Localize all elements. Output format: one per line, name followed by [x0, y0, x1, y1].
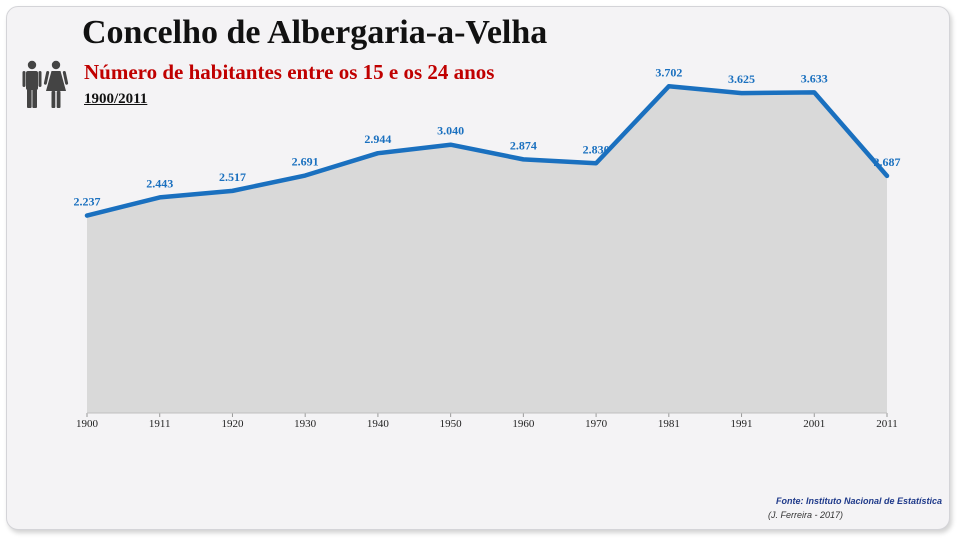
- x-tick-label: 1970: [585, 418, 608, 430]
- x-tick-label: 1960: [512, 418, 535, 430]
- chart-title: Concelho de Albergaria-a-Velha: [82, 14, 548, 51]
- x-tick-label: 1920: [221, 418, 244, 430]
- x-tick-label: 2011: [876, 418, 898, 430]
- x-tick-label: 1930: [294, 418, 317, 430]
- chart-subtitle: Número de habitantes entre os 15 e os 24…: [84, 60, 495, 84]
- data-label: 2.237: [74, 195, 101, 209]
- data-label: 3.702: [655, 65, 682, 79]
- x-tick-label: 2001: [803, 418, 825, 430]
- data-label: 3.633: [801, 71, 828, 85]
- x-tick-label: 1991: [731, 418, 753, 430]
- period-label: 1900/2011: [84, 91, 148, 107]
- data-label: 2.443: [146, 176, 173, 190]
- source-note: Fonte: Instituto Nacional de Estatística: [775, 496, 942, 506]
- area-fill: [87, 86, 887, 414]
- x-tick-label: 1981: [658, 418, 680, 430]
- data-label: 2.830: [583, 142, 610, 156]
- x-tick-label: 1900: [76, 418, 99, 430]
- man-woman-icon: [22, 60, 69, 108]
- data-label: 2.687: [874, 155, 901, 169]
- data-label: 3.625: [728, 72, 755, 86]
- data-label: 2.944: [364, 132, 391, 146]
- data-label: 2.517: [219, 170, 246, 184]
- data-label: 2.691: [292, 155, 319, 169]
- series-line: [84, 84, 890, 218]
- author-credit: (J. Ferreira - 2017): [768, 510, 844, 520]
- x-tick-label: 1911: [149, 418, 171, 430]
- x-tick-label: 1940: [367, 418, 390, 430]
- data-label: 3.040: [437, 124, 464, 138]
- x-tick-label: 1950: [440, 418, 463, 430]
- data-label: 2.874: [510, 138, 537, 152]
